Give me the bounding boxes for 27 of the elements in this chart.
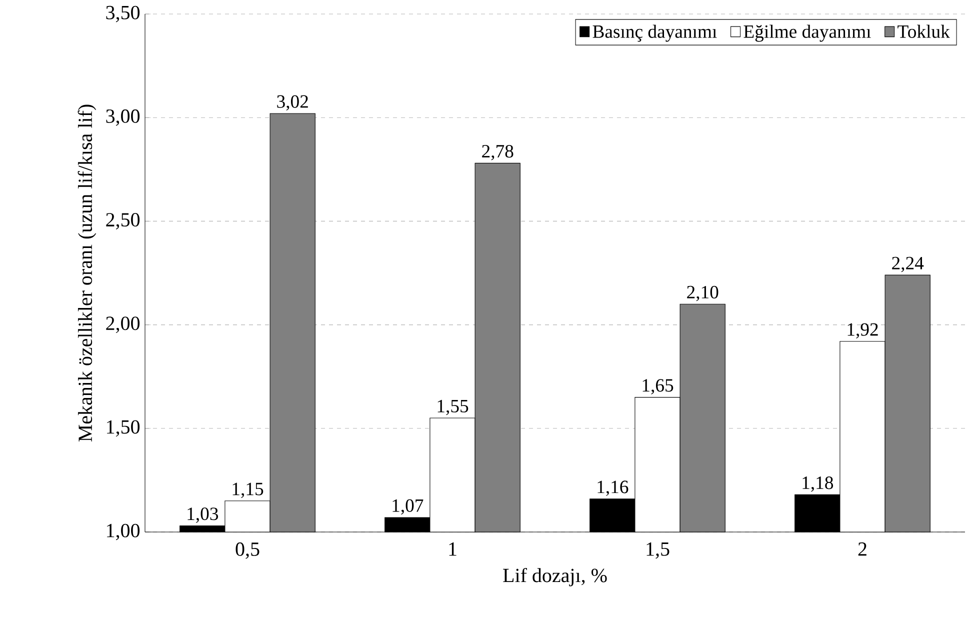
data-label: 3,02	[277, 95, 308, 111]
y-tick-label: 2,00	[106, 316, 140, 333]
y-tick-label: 3,00	[106, 109, 140, 126]
x-tick-label: 1,5	[646, 542, 670, 559]
x-axis-title: Lif dozajı, %	[503, 568, 607, 586]
legend-label: Basınç dayanımı	[592, 24, 717, 42]
data-label: 1,65	[642, 379, 674, 394]
x-tick-label: 2	[858, 542, 866, 556]
y-tick-label: 2,50	[106, 213, 140, 230]
data-label: 1,16	[598, 480, 628, 496]
y-tick-label: 3,50	[106, 6, 140, 22]
legend-label: Eğilme dayanımı	[744, 24, 871, 42]
y-tick-label: 1,50	[107, 420, 140, 437]
data-label: 1,55	[438, 400, 468, 416]
data-label: 2,78	[482, 144, 514, 160]
y-axis-title: Mekanik özellikler oranı (uzun lif/kısa lif)	[78, 104, 96, 442]
data-label: 1,07	[392, 499, 424, 515]
x-tick-label: 1	[449, 542, 456, 556]
data-label: 1,03	[188, 508, 218, 523]
legend-label: Tokluk	[898, 24, 950, 38]
data-label: 1,18	[802, 476, 834, 492]
data-label: 1,15	[232, 482, 264, 498]
data-label: 1,92	[848, 323, 878, 338]
data-label: 2,24	[892, 256, 924, 272]
data-label: 2,10	[687, 286, 718, 302]
y-tick-label: 1,00	[107, 524, 140, 540]
x-tick-label: 0,5	[236, 542, 260, 559]
